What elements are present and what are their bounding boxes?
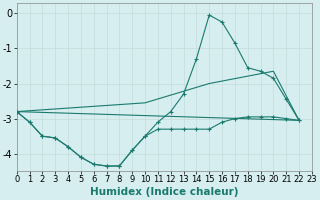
- X-axis label: Humidex (Indice chaleur): Humidex (Indice chaleur): [90, 187, 238, 197]
